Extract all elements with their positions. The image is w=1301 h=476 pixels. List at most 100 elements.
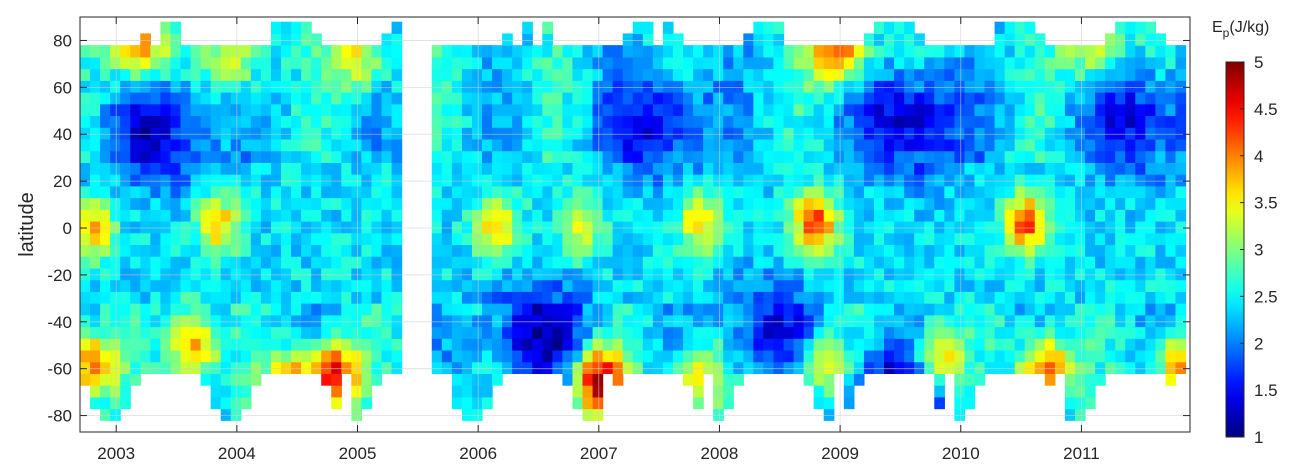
heatmap-cell	[220, 138, 232, 152]
heatmap-cell	[431, 138, 443, 152]
heatmap-cell	[522, 68, 533, 81]
heatmap-cell	[542, 314, 553, 328]
heatmap-cell	[713, 220, 724, 234]
heatmap-cell	[180, 303, 192, 316]
heatmap-cell	[582, 338, 594, 351]
heatmap-cell	[1004, 232, 1016, 246]
heatmap-cell	[311, 349, 322, 363]
heatmap-cell	[572, 197, 584, 210]
heatmap-cell	[100, 209, 111, 222]
heatmap-cell	[723, 68, 734, 81]
heatmap-cell	[281, 185, 292, 199]
heatmap-cell	[723, 396, 734, 410]
heatmap-cell	[180, 338, 192, 351]
heatmap-cell	[572, 162, 584, 175]
heatmap-cell	[110, 326, 121, 339]
heatmap-cell	[592, 232, 604, 246]
heatmap-cell	[1175, 197, 1187, 210]
heatmap-cell	[964, 220, 976, 234]
heatmap-cell	[753, 256, 765, 269]
heatmap-cell	[311, 326, 322, 339]
heatmap-cell	[80, 244, 91, 257]
heatmap-cell	[974, 162, 986, 175]
heatmap-cell	[351, 150, 363, 163]
heatmap-cell	[743, 279, 754, 292]
heatmap-cell	[974, 220, 986, 234]
heatmap-cell	[753, 92, 765, 105]
heatmap-cell	[1024, 45, 1036, 58]
heatmap-cell	[321, 314, 332, 328]
heatmap-cell	[743, 103, 754, 117]
heatmap-cell	[1145, 361, 1156, 374]
heatmap-cell	[1145, 279, 1156, 292]
heatmap-cell	[723, 361, 734, 374]
heatmap-cell	[1054, 314, 1066, 328]
heatmap-cell	[130, 279, 141, 292]
heatmap-cell	[1064, 209, 1076, 222]
heatmap-cell	[260, 232, 272, 246]
heatmap-cell	[311, 138, 322, 152]
heatmap-cell	[652, 244, 664, 257]
heatmap-cell	[1004, 244, 1016, 257]
heatmap-cell	[1064, 244, 1076, 257]
heatmap-cell	[944, 361, 955, 374]
heatmap-cell	[351, 385, 363, 398]
heatmap-cell	[592, 162, 604, 175]
heatmap-cell	[100, 349, 111, 363]
heatmap-cell	[612, 220, 624, 234]
heatmap-cell	[341, 68, 352, 81]
heatmap-cell	[1064, 291, 1076, 304]
heatmap-cell	[964, 314, 976, 328]
heatmap-cell	[140, 244, 151, 257]
heatmap-cell	[1115, 314, 1126, 328]
heatmap-cell	[140, 314, 151, 328]
heatmap-cell	[652, 220, 664, 234]
heatmap-cell	[1004, 174, 1016, 187]
heatmap-cell	[391, 127, 403, 140]
heatmap-cell	[853, 303, 865, 316]
heatmap-cell	[1105, 232, 1116, 246]
heatmap-cell	[1095, 68, 1106, 81]
heatmap-cell	[1115, 279, 1126, 292]
heatmap-cell	[451, 56, 463, 70]
heatmap-cell	[90, 197, 101, 210]
heatmap-cell	[250, 349, 262, 363]
heatmap-cell	[120, 279, 131, 292]
heatmap-cell	[492, 267, 503, 281]
heatmap-cell	[793, 103, 805, 117]
heatmap-cell	[250, 197, 262, 210]
heatmap-cell	[1175, 45, 1187, 58]
heatmap-cell	[853, 373, 865, 386]
heatmap-cell	[311, 127, 322, 140]
heatmap-cell	[381, 314, 393, 328]
heatmap-cell	[512, 45, 523, 58]
heatmap-cell	[431, 209, 443, 222]
heatmap-cell	[210, 396, 222, 410]
heatmap-cell	[542, 291, 553, 304]
heatmap-cell	[321, 256, 332, 269]
heatmap-cell	[984, 220, 996, 234]
heatmap-cell	[894, 103, 905, 117]
heatmap-cell	[1175, 349, 1187, 363]
heatmap-cell	[180, 127, 192, 140]
heatmap-cell	[1014, 349, 1026, 363]
heatmap-cell	[321, 197, 332, 210]
heatmap-cell	[1034, 209, 1046, 222]
heatmap-cell	[441, 244, 453, 257]
heatmap-cell	[1024, 361, 1036, 374]
heatmap-cell	[1115, 150, 1126, 163]
heatmap-cell	[1125, 338, 1136, 351]
heatmap-cell	[783, 92, 795, 105]
heatmap-cell	[612, 103, 624, 117]
heatmap-cell	[301, 33, 312, 46]
heatmap-cell	[753, 174, 765, 187]
heatmap-cell	[140, 291, 151, 304]
heatmap-cell	[894, 21, 905, 35]
heatmap-cell	[291, 185, 302, 199]
heatmap-cell	[582, 244, 594, 257]
heatmap-cell	[1135, 92, 1146, 105]
heatmap-cell	[281, 361, 292, 374]
heatmap-cell	[803, 115, 815, 128]
heatmap-cell	[220, 385, 232, 398]
heatmap-cell	[713, 92, 724, 105]
